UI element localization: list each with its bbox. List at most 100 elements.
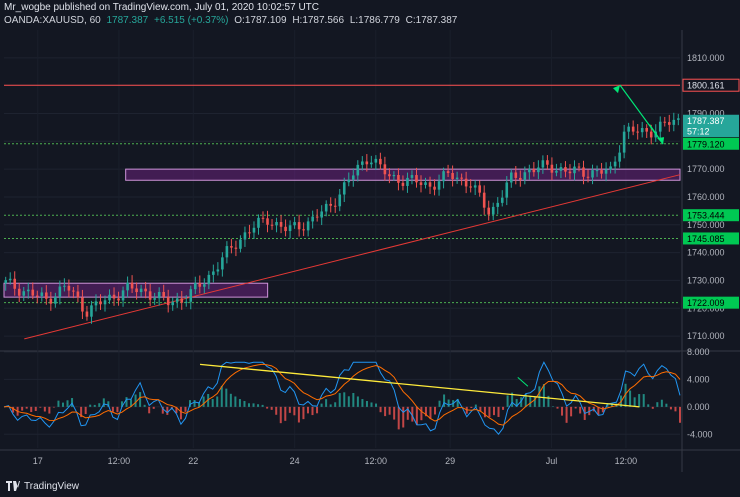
candle-body — [351, 175, 355, 180]
macd-histogram-bar — [483, 406, 486, 418]
candle-body — [243, 232, 247, 240]
candle-body — [532, 169, 536, 173]
tradingview-brand[interactable]: TradingView — [24, 480, 80, 492]
symbol-label[interactable]: OANDA:XAUUSD, 60 — [4, 15, 101, 26]
candle-body — [559, 167, 563, 171]
candle-body — [13, 278, 17, 289]
macd-histogram-bar — [43, 406, 46, 412]
macd-histogram-bar — [161, 406, 164, 414]
macd-histogram-bar — [125, 397, 128, 407]
candle-body — [171, 301, 175, 306]
macd-histogram-bar — [261, 404, 264, 407]
candle-body — [455, 177, 459, 179]
macd-histogram-bar — [34, 406, 37, 411]
macd-histogram-bar — [334, 402, 337, 407]
macd-histogram-bar — [84, 406, 87, 415]
candle-body — [230, 246, 233, 248]
candle-body — [157, 291, 161, 299]
candle-body — [112, 294, 116, 299]
candle-body — [67, 285, 71, 291]
candle-body — [212, 271, 215, 275]
price-tick-label: 1710.000 — [687, 331, 725, 341]
price-tick-label: 1790.000 — [687, 108, 725, 118]
macd-histogram-bar — [488, 406, 491, 418]
candle-body — [537, 167, 540, 173]
candle-body — [609, 166, 612, 170]
candle-body — [234, 247, 238, 249]
macd-histogram-bar — [306, 406, 309, 414]
macd-histogram-bar — [556, 406, 559, 409]
macd-histogram-bar — [220, 385, 223, 407]
macd-histogram-bar — [25, 406, 28, 409]
candle-body — [293, 222, 296, 226]
candle-body — [261, 217, 265, 219]
publish-info: Mr_wogbe published on TradingView.com, J… — [4, 2, 320, 13]
price-tag-box — [683, 209, 739, 222]
macd-histogram-bar — [470, 406, 473, 408]
price-tag-label: 1753.444 — [687, 211, 725, 221]
tradingview-logo-icon[interactable] — [6, 481, 20, 491]
footer: TradingView — [0, 475, 740, 497]
macd-histogram-bar — [343, 392, 346, 407]
macd-histogram-bar — [642, 394, 645, 407]
candle-body — [121, 290, 125, 301]
time-tick-label: 22 — [188, 456, 198, 466]
candle-body — [144, 288, 147, 292]
candle-body — [207, 274, 211, 285]
candle-body — [573, 166, 576, 174]
macd-histogram-bar — [225, 388, 228, 407]
macd-histogram-bar — [93, 404, 96, 407]
candle-body — [58, 286, 62, 297]
candle-body — [90, 305, 93, 317]
macd-histogram-bar — [570, 406, 573, 417]
candle-body — [564, 167, 567, 172]
macd-histogram-bar — [198, 402, 201, 407]
macd-histogram-bar — [660, 399, 663, 407]
macd-histogram-bar — [420, 406, 423, 421]
candle-body — [379, 158, 382, 165]
candle-body — [550, 164, 554, 173]
price-tick-label: 1760.000 — [687, 192, 725, 202]
macd-histogram-bar — [39, 406, 42, 408]
macd-histogram-bar — [429, 406, 432, 420]
candle-body — [99, 301, 102, 305]
macd-histogram-bar — [565, 406, 568, 423]
candle-body — [541, 160, 545, 168]
macd-histogram-bar — [424, 406, 427, 417]
macd-histogram-bar — [21, 406, 24, 411]
macd-histogram-bar — [270, 406, 273, 410]
candle-body — [406, 177, 409, 186]
macd-histogram-bar — [247, 403, 250, 407]
macd-histogram-bar — [61, 402, 64, 407]
candle-body — [31, 289, 35, 296]
candle-body — [519, 177, 522, 180]
candle-body — [582, 167, 585, 177]
macd-tick-label: 8.000 — [687, 347, 710, 357]
time-tick-label: 24 — [290, 456, 300, 466]
macd-histogram-bar — [533, 396, 536, 407]
candle-body — [442, 171, 445, 182]
candle-body — [225, 246, 229, 258]
candle-body — [347, 179, 351, 183]
macd-histogram-bar — [320, 403, 323, 407]
candle-body — [26, 289, 30, 292]
macd-histogram-bar — [179, 406, 182, 420]
candle-body — [8, 278, 12, 281]
macd-tick-label: -4.000 — [687, 429, 713, 439]
macd-histogram-bar — [356, 396, 359, 407]
candle-body — [410, 175, 414, 178]
ohlc-low: L:1786.779 — [349, 15, 400, 26]
candle-body — [266, 218, 269, 225]
candle-body — [108, 294, 111, 301]
candle-body — [270, 224, 274, 226]
candle-body — [35, 295, 39, 297]
macd-histogram-bar — [647, 404, 650, 407]
macd-histogram-bar — [524, 394, 527, 407]
candle-body — [595, 170, 599, 172]
macd-histogram-bar — [574, 406, 577, 409]
macd-histogram-bar — [134, 394, 137, 407]
candle-body — [63, 285, 66, 287]
macd-histogram-bar — [120, 401, 123, 407]
candle-body — [370, 162, 373, 165]
